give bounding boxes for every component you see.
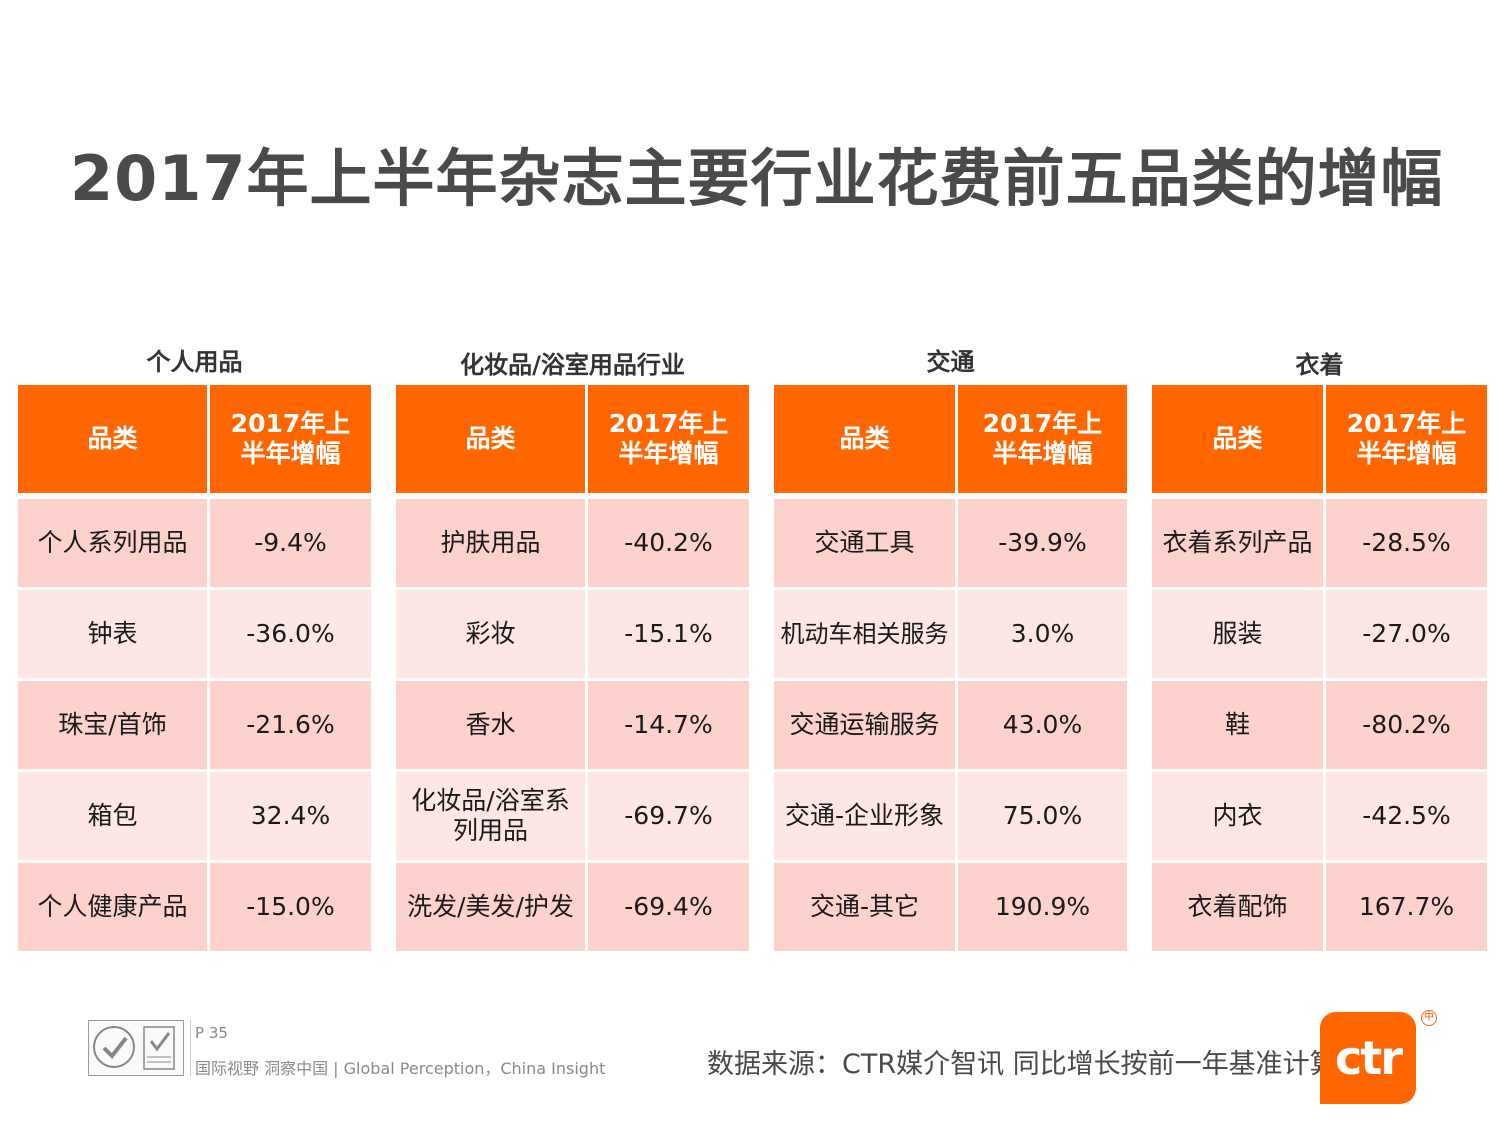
group-title: 衣着 [1295, 351, 1344, 379]
data-source-note: 数据来源：CTR媒介智讯 同比增长按前一年基准计算 [707, 1049, 1337, 1080]
table-row-growth: -36.0% [210, 590, 371, 678]
page-title: 2017年上半年杂志主要行业花费前五品类的增幅 [70, 142, 1444, 215]
table-row-category: 交通运输服务 [774, 681, 955, 769]
header-category: 品类 [1152, 385, 1323, 493]
table-row-category: 交通-其它 [774, 863, 955, 951]
table-row-category: 香水 [396, 681, 585, 769]
header-category: 品类 [396, 385, 585, 493]
table-row-category: 洗发/美发/护发 [396, 863, 585, 951]
header-category: 品类 [774, 385, 955, 493]
footer-slogan: 国际视野 洞察中国 | Global Perception，China Insi… [195, 1059, 606, 1078]
table-row-category: 衣着配饰 [1152, 863, 1323, 951]
table-row-growth: 3.0% [958, 590, 1127, 678]
table-row-category: 彩妆 [396, 590, 585, 678]
header-growth: 2017年上半年增幅 [588, 385, 749, 493]
table-row-category: 服装 [1152, 590, 1323, 678]
table-row-growth: 75.0% [958, 772, 1127, 860]
table-row-category: 鞋 [1152, 681, 1323, 769]
table-row-category: 机动车相关服务 [774, 590, 955, 678]
page-number: P 35 [195, 1024, 228, 1042]
header-growth: 2017年上半年增幅 [210, 385, 371, 493]
table-row-category: 珠宝/首饰 [18, 681, 207, 769]
table-row-growth: -40.2% [588, 499, 749, 587]
table-row-growth: -15.0% [210, 863, 371, 951]
table-row-category: 交通工具 [774, 499, 955, 587]
table-row-growth: -9.4% [210, 499, 371, 587]
registered-mark-icon: 中 [1421, 1010, 1437, 1026]
table-row-growth: -69.4% [588, 863, 749, 951]
table-row-category: 个人系列用品 [18, 499, 207, 587]
table-row-category: 交通-企业形象 [774, 772, 955, 860]
table-row-growth: -42.5% [1326, 772, 1487, 860]
table-row-category: 化妆品/浴室系列用品 [396, 772, 585, 860]
table-row-growth: -69.7% [588, 772, 749, 860]
table-row-category: 个人健康产品 [18, 863, 207, 951]
table-row-growth: -39.9% [958, 499, 1127, 587]
table-row-growth: -14.7% [588, 681, 749, 769]
header-growth: 2017年上半年增幅 [958, 385, 1127, 493]
table-row-category: 箱包 [18, 772, 207, 860]
ctr-logo: ctr [1320, 1012, 1416, 1104]
group-title: 化妆品/浴室用品行业 [460, 351, 685, 379]
table-row-growth: -15.1% [588, 590, 749, 678]
table-row-growth: 43.0% [958, 681, 1127, 769]
certification-seal-icon [88, 1020, 184, 1076]
table-row-growth: 32.4% [210, 772, 371, 860]
table-row-category: 护肤用品 [396, 499, 585, 587]
table-row-growth: -28.5% [1326, 499, 1487, 587]
table-row-growth: -80.2% [1326, 681, 1487, 769]
group-title: 个人用品 [146, 348, 243, 376]
group-title: 交通 [926, 348, 975, 376]
table-row-category: 衣着系列产品 [1152, 499, 1323, 587]
header-growth: 2017年上半年增幅 [1326, 385, 1487, 493]
table-row-category: 内衣 [1152, 772, 1323, 860]
table-row-category: 钟表 [18, 590, 207, 678]
table-row-growth: -21.6% [210, 681, 371, 769]
table-row-growth: -27.0% [1326, 590, 1487, 678]
footer-divider [190, 1020, 191, 1076]
table-row-growth: 167.7% [1326, 863, 1487, 951]
header-category: 品类 [18, 385, 207, 493]
table-row-growth: 190.9% [958, 863, 1127, 951]
